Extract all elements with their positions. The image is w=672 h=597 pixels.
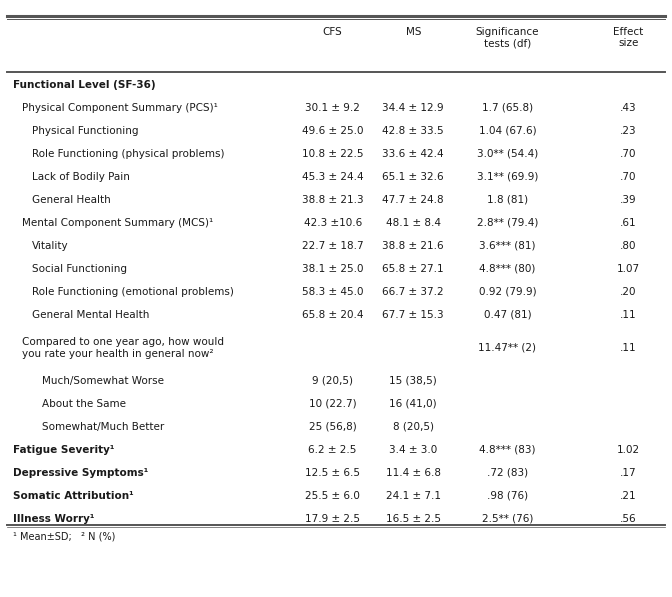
Text: General Mental Health: General Mental Health [32, 310, 149, 320]
Text: 42.3 ±10.6: 42.3 ±10.6 [304, 218, 362, 228]
Text: .61: .61 [620, 218, 636, 228]
Text: .56: .56 [620, 513, 636, 524]
Text: 25 (56,8): 25 (56,8) [308, 421, 357, 432]
Text: .98 (76): .98 (76) [487, 491, 528, 501]
Text: 67.7 ± 15.3: 67.7 ± 15.3 [382, 310, 444, 320]
Text: 0.47 (81): 0.47 (81) [484, 310, 531, 320]
Text: Physical Component Summary (PCS)¹: Physical Component Summary (PCS)¹ [22, 103, 218, 113]
Text: 10.8 ± 22.5: 10.8 ± 22.5 [302, 149, 364, 159]
Text: 1.7 (65.8): 1.7 (65.8) [482, 103, 533, 113]
Text: Much/Somewhat Worse: Much/Somewhat Worse [42, 376, 164, 386]
Text: 25.5 ± 6.0: 25.5 ± 6.0 [305, 491, 360, 501]
Text: 12.5 ± 6.5: 12.5 ± 6.5 [305, 467, 360, 478]
Text: 65.8 ± 27.1: 65.8 ± 27.1 [382, 264, 444, 274]
Text: Role Functioning (emotional problems): Role Functioning (emotional problems) [32, 287, 233, 297]
Text: .43: .43 [620, 103, 636, 113]
Text: 38.8 ± 21.3: 38.8 ± 21.3 [302, 195, 364, 205]
Text: 11.4 ± 6.8: 11.4 ± 6.8 [386, 467, 441, 478]
Text: Somatic Attribution¹: Somatic Attribution¹ [13, 491, 134, 501]
Text: 16 (41,0): 16 (41,0) [390, 399, 437, 409]
Text: 8 (20,5): 8 (20,5) [392, 421, 434, 432]
Text: 34.4 ± 12.9: 34.4 ± 12.9 [382, 103, 444, 113]
Text: Illness Worry¹: Illness Worry¹ [13, 513, 95, 524]
Text: 15 (38,5): 15 (38,5) [389, 376, 437, 386]
Text: .70: .70 [620, 172, 636, 182]
Text: 17.9 ± 2.5: 17.9 ± 2.5 [305, 513, 360, 524]
Text: 4.8*** (83): 4.8*** (83) [479, 445, 536, 455]
Text: 30.1 ± 9.2: 30.1 ± 9.2 [305, 103, 360, 113]
Text: 3.0** (54.4): 3.0** (54.4) [476, 149, 538, 159]
Text: .80: .80 [620, 241, 636, 251]
Text: 45.3 ± 24.4: 45.3 ± 24.4 [302, 172, 364, 182]
Text: 10 (22.7): 10 (22.7) [309, 399, 356, 409]
Text: .21: .21 [620, 491, 636, 501]
Text: .20: .20 [620, 287, 636, 297]
Text: .11: .11 [620, 343, 636, 353]
Text: 4.8*** (80): 4.8*** (80) [479, 264, 536, 274]
Text: Social Functioning: Social Functioning [32, 264, 126, 274]
Text: 11.47** (2): 11.47** (2) [478, 343, 536, 353]
Text: 0.92 (79.9): 0.92 (79.9) [478, 287, 536, 297]
Text: 66.7 ± 37.2: 66.7 ± 37.2 [382, 287, 444, 297]
Text: MS: MS [405, 27, 421, 37]
Text: 47.7 ± 24.8: 47.7 ± 24.8 [382, 195, 444, 205]
Text: Mental Component Summary (MCS)¹: Mental Component Summary (MCS)¹ [22, 218, 214, 228]
Text: 1.04 (67.6): 1.04 (67.6) [478, 126, 536, 136]
Text: 49.6 ± 25.0: 49.6 ± 25.0 [302, 126, 364, 136]
Text: 3.6*** (81): 3.6*** (81) [479, 241, 536, 251]
Text: Lack of Bodily Pain: Lack of Bodily Pain [32, 172, 130, 182]
Text: 24.1 ± 7.1: 24.1 ± 7.1 [386, 491, 441, 501]
Text: 33.6 ± 42.4: 33.6 ± 42.4 [382, 149, 444, 159]
Text: 6.2 ± 2.5: 6.2 ± 2.5 [308, 445, 357, 455]
Text: .39: .39 [620, 195, 636, 205]
Text: 38.1 ± 25.0: 38.1 ± 25.0 [302, 264, 364, 274]
Text: Physical Functioning: Physical Functioning [32, 126, 138, 136]
Text: 1.8 (81): 1.8 (81) [487, 195, 528, 205]
Text: 2.5** (76): 2.5** (76) [482, 513, 533, 524]
Text: 9 (20,5): 9 (20,5) [312, 376, 353, 386]
Text: Significance
tests (df): Significance tests (df) [476, 27, 539, 48]
Text: Fatigue Severity¹: Fatigue Severity¹ [13, 445, 115, 455]
Text: 48.1 ± 8.4: 48.1 ± 8.4 [386, 218, 441, 228]
Text: Vitality: Vitality [32, 241, 69, 251]
Text: 65.1 ± 32.6: 65.1 ± 32.6 [382, 172, 444, 182]
Text: .23: .23 [620, 126, 636, 136]
Text: General Health: General Health [32, 195, 110, 205]
Text: .70: .70 [620, 149, 636, 159]
Text: Functional Level (SF-36): Functional Level (SF-36) [13, 80, 156, 90]
Text: 22.7 ± 18.7: 22.7 ± 18.7 [302, 241, 364, 251]
Text: CFS: CFS [323, 27, 343, 37]
Text: Somewhat/Much Better: Somewhat/Much Better [42, 421, 164, 432]
Text: 58.3 ± 45.0: 58.3 ± 45.0 [302, 287, 364, 297]
Text: .72 (83): .72 (83) [487, 467, 528, 478]
Text: Role Functioning (physical problems): Role Functioning (physical problems) [32, 149, 224, 159]
Text: ¹ Mean±SD;   ² N (%): ¹ Mean±SD; ² N (%) [13, 531, 116, 541]
Text: .11: .11 [620, 310, 636, 320]
Text: 42.8 ± 33.5: 42.8 ± 33.5 [382, 126, 444, 136]
Text: Effect
size: Effect size [613, 27, 644, 48]
Text: .17: .17 [620, 467, 636, 478]
Text: About the Same: About the Same [42, 399, 126, 409]
Text: 3.1** (69.9): 3.1** (69.9) [476, 172, 538, 182]
Text: 65.8 ± 20.4: 65.8 ± 20.4 [302, 310, 364, 320]
Text: 38.8 ± 21.6: 38.8 ± 21.6 [382, 241, 444, 251]
Text: 16.5 ± 2.5: 16.5 ± 2.5 [386, 513, 441, 524]
Text: 3.4 ± 3.0: 3.4 ± 3.0 [389, 445, 437, 455]
Text: Depressive Symptoms¹: Depressive Symptoms¹ [13, 467, 149, 478]
Text: 1.07: 1.07 [617, 264, 640, 274]
Text: 2.8** (79.4): 2.8** (79.4) [476, 218, 538, 228]
Text: 1.02: 1.02 [617, 445, 640, 455]
Text: Compared to one year ago, how would
you rate your health in general now²: Compared to one year ago, how would you … [22, 337, 224, 359]
